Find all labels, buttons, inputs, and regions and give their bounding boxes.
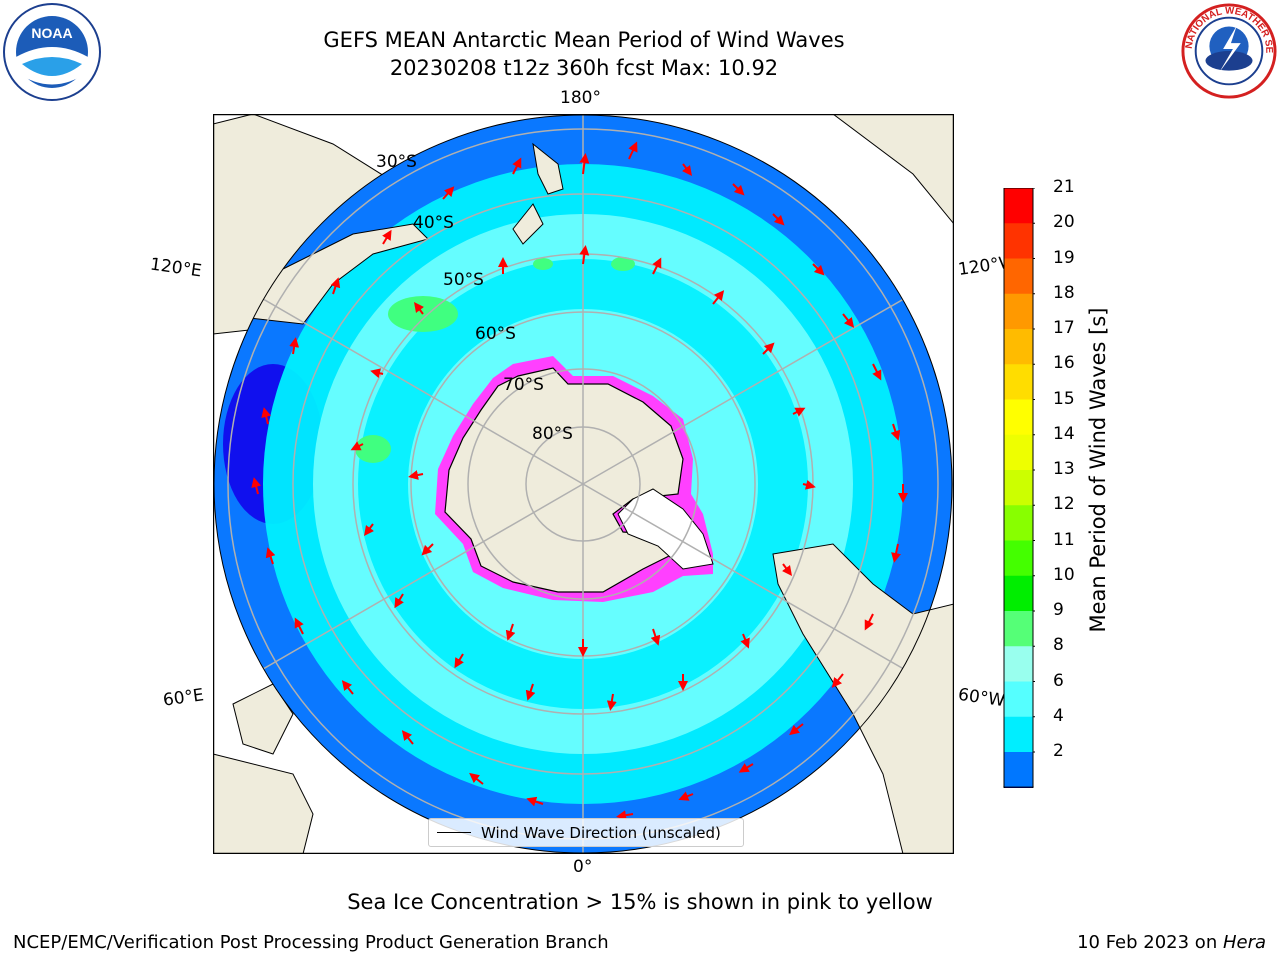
new-zealand-landmass bbox=[512, 142, 564, 245]
colorbar-tick-label: 17 bbox=[1053, 318, 1075, 338]
colorbar-tick-label: 20 bbox=[1053, 212, 1075, 233]
madagascar-landmass bbox=[232, 683, 294, 755]
lat-label-80s: 80°S bbox=[532, 424, 573, 444]
colorbar-tick-label: 6 bbox=[1053, 670, 1064, 691]
colorbar-segment bbox=[1004, 470, 1033, 506]
lat-label-60s: 60°S bbox=[475, 324, 516, 344]
colorbar-tick-label: 12 bbox=[1053, 494, 1075, 515]
footer-date-text: 10 Feb 2023 on bbox=[1077, 932, 1223, 953]
lat-label-70s: 70°S bbox=[503, 375, 544, 395]
longitude-grid bbox=[214, 115, 952, 853]
colorbar-under-triangle bbox=[1003, 786, 1034, 788]
colorbar-segment bbox=[1004, 540, 1033, 577]
colorbar-segment bbox=[1004, 716, 1033, 753]
noaa-logo: NOAA bbox=[3, 3, 101, 101]
colorbar-segment bbox=[1004, 399, 1033, 436]
colorbar-tick-label: 19 bbox=[1053, 247, 1075, 268]
colorbar-segment bbox=[1004, 505, 1033, 541]
colorbar-segment bbox=[1004, 575, 1033, 612]
colorbar-tick-label: 14 bbox=[1053, 423, 1075, 444]
colorbar-tick-label: 13 bbox=[1053, 459, 1075, 479]
map-frame bbox=[213, 114, 954, 854]
lon-label-120e: 120°E bbox=[148, 254, 203, 282]
colorbar-tick-label: 9 bbox=[1053, 600, 1064, 620]
lat-label-40s: 40°S bbox=[413, 213, 454, 233]
footer-machine: Hera bbox=[1222, 932, 1266, 953]
footer-credit: NCEP/EMC/Verification Post Processing Pr… bbox=[13, 932, 609, 953]
colorbar-tick-label: 21 bbox=[1053, 177, 1075, 197]
polar-map bbox=[213, 114, 954, 854]
lat-label-50s: 50°S bbox=[443, 270, 484, 290]
colorbar-tick-label: 10 bbox=[1053, 564, 1075, 585]
map-legend: Wind Wave Direction (unscaled) bbox=[428, 818, 744, 847]
map-subtitle: 20230208 t12z 360h fcst Max: 10.92 bbox=[389, 56, 779, 80]
colorbar-segment bbox=[1004, 752, 1033, 788]
lon-label-60e: 60°E bbox=[161, 685, 206, 711]
map-title: GEFS MEAN Antarctic Mean Period of Wind … bbox=[323, 28, 845, 52]
lon-label-0: 0° bbox=[573, 857, 593, 877]
lon-label-180: 180° bbox=[560, 88, 601, 108]
colorbar-tick-label: 2 bbox=[1053, 741, 1064, 761]
colorbar-tick-label: 15 bbox=[1053, 388, 1075, 409]
africa-landmass bbox=[213, 753, 314, 854]
colorbar bbox=[1003, 188, 1035, 788]
sea-ice-note: Sea Ice Concentration > 15% is shown in … bbox=[347, 890, 933, 914]
colorbar-tick-label: 8 bbox=[1053, 635, 1064, 656]
noaa-logo-text: NOAA bbox=[31, 25, 72, 41]
footer-date: 10 Feb 2023 on Hera bbox=[1077, 932, 1266, 953]
legend-line-swatch bbox=[437, 832, 471, 833]
colorbar-segment bbox=[1004, 329, 1033, 365]
lon-label-60w: 60°W bbox=[956, 684, 1007, 712]
colorbar-segment bbox=[1004, 434, 1033, 471]
colorbar-segment bbox=[1004, 223, 1033, 259]
colorbar-segment bbox=[1004, 293, 1033, 330]
legend-label: Wind Wave Direction (unscaled) bbox=[481, 823, 721, 842]
colorbar-title: Mean Period of Wind Waves [s] bbox=[1086, 307, 1110, 633]
colorbar-segment bbox=[1004, 364, 1033, 400]
colorbar-segment bbox=[1004, 258, 1033, 295]
colorbar-tick-label: 4 bbox=[1053, 705, 1064, 726]
colorbar-segment bbox=[1004, 681, 1033, 718]
wind-wave-arrows bbox=[251, 141, 908, 821]
colorbar-segment bbox=[1004, 188, 1033, 224]
colorbar-tick-label: 18 bbox=[1053, 282, 1075, 303]
lat-label-30s: 30°S bbox=[376, 152, 417, 172]
nws-logo: NATIONAL WEATHER SERVICE bbox=[1180, 2, 1277, 99]
colorbar-tick-label: 16 bbox=[1053, 353, 1075, 374]
colorbar-segment bbox=[1004, 611, 1033, 647]
colorbar-tick-label: 11 bbox=[1053, 529, 1075, 550]
colorbar-segment bbox=[1004, 646, 1033, 682]
corner-landmass-top-right bbox=[832, 114, 954, 225]
